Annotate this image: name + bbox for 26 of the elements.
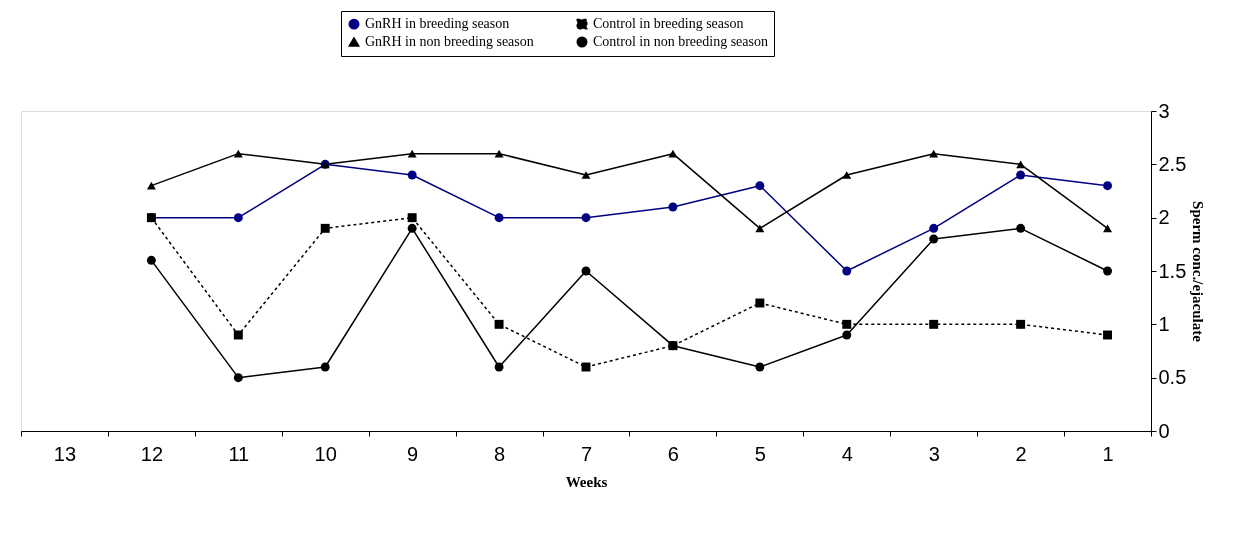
legend-label: GnRH in breeding season xyxy=(365,16,510,32)
y-tick-label: 2.5 xyxy=(1158,152,1187,175)
y-tick-label: 1 xyxy=(1158,312,1170,335)
x-tick-label: 5 xyxy=(754,442,766,465)
y-tick-label: 2 xyxy=(1158,206,1170,229)
x-tick-label: 2 xyxy=(1015,442,1027,465)
legend-label: Control in non breeding season xyxy=(593,34,768,49)
y-tick-label: 0.5 xyxy=(1158,366,1187,389)
x-tick-label: 4 xyxy=(841,442,853,465)
x-axis-title: Weeks xyxy=(565,473,608,490)
y-tick-label: 0 xyxy=(1158,419,1170,442)
x-tick-label: 1 xyxy=(1102,442,1114,465)
x-tick-label: 9 xyxy=(407,442,419,465)
legend-label: GnRH in non breeding season xyxy=(365,34,534,49)
y-tick-label: 1.5 xyxy=(1158,259,1187,282)
x-tick-label: 11 xyxy=(228,442,250,465)
x-tick-label: 10 xyxy=(314,442,337,465)
y-tick-label: 3 xyxy=(1158,99,1170,122)
legend-label: Control in breeding season xyxy=(593,16,744,32)
x-tick-label: 3 xyxy=(928,442,940,465)
x-tick-label: 7 xyxy=(580,442,593,465)
x-tick-label: 13 xyxy=(53,442,77,465)
x-tick-label: 6 xyxy=(667,442,679,465)
y-axis-title: Sperm conc./ejaculate xyxy=(1190,201,1207,343)
x-tick-label: 12 xyxy=(140,442,164,465)
x-tick-label: 8 xyxy=(494,442,506,465)
